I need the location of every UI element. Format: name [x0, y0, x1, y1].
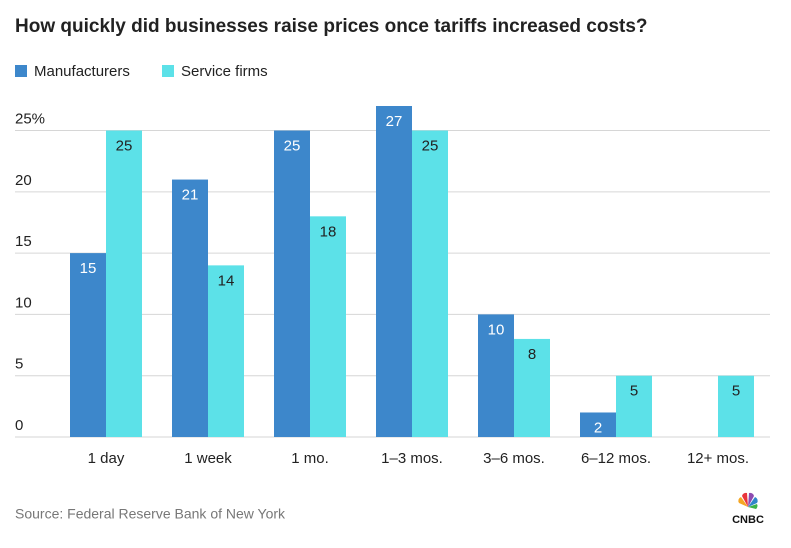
bar	[70, 253, 106, 437]
bar	[412, 130, 448, 437]
x-tick-label: 12+ mos.	[687, 450, 749, 467]
legend-swatch	[15, 65, 27, 77]
data-label: 27	[386, 113, 403, 130]
bar	[580, 412, 616, 437]
y-tick-label: 15	[15, 233, 32, 250]
legend-swatch	[162, 65, 174, 77]
bar	[478, 314, 514, 437]
bar	[310, 216, 346, 437]
data-label: 2	[594, 419, 602, 436]
x-tick-label: 1–3 mos.	[381, 450, 443, 467]
data-label: 5	[732, 383, 740, 400]
bar	[208, 265, 244, 437]
y-tick-label: 20	[15, 172, 32, 189]
y-tick-label: 25%	[15, 110, 45, 127]
bar	[376, 106, 412, 437]
data-label: 14	[218, 272, 235, 289]
y-tick-label: 5	[15, 356, 23, 373]
bar	[274, 130, 310, 437]
x-tick-label: 3–6 mos.	[483, 450, 545, 467]
y-tick-label: 10	[15, 294, 32, 311]
data-label: 25	[116, 137, 133, 154]
bar	[514, 338, 550, 437]
data-label: 8	[528, 346, 536, 363]
data-label: 10	[488, 321, 505, 338]
data-label: 25	[422, 137, 439, 154]
chart-title: How quickly did businesses raise prices …	[15, 16, 648, 37]
data-label: 21	[182, 187, 199, 204]
x-tick-label: 1 day	[88, 450, 125, 467]
data-label: 25	[284, 137, 301, 154]
logo-text: CNBC	[732, 514, 764, 526]
bar	[106, 130, 142, 437]
bar	[172, 179, 208, 438]
legend-label: Service firms	[181, 63, 268, 80]
source: Source: Federal Reserve Bank of New York	[15, 506, 286, 522]
x-tick-label: 1 mo.	[291, 450, 329, 467]
bar	[718, 375, 754, 437]
data-label: 5	[630, 383, 638, 400]
x-tick-label: 1 week	[184, 450, 232, 467]
bar	[616, 375, 652, 437]
x-tick-label: 6–12 mos.	[581, 450, 651, 467]
legend-label: Manufacturers	[34, 63, 130, 80]
logo: CNBC	[732, 492, 764, 526]
y-tick-label: 0	[15, 417, 23, 434]
data-label: 18	[320, 223, 337, 240]
data-label: 15	[80, 260, 97, 277]
